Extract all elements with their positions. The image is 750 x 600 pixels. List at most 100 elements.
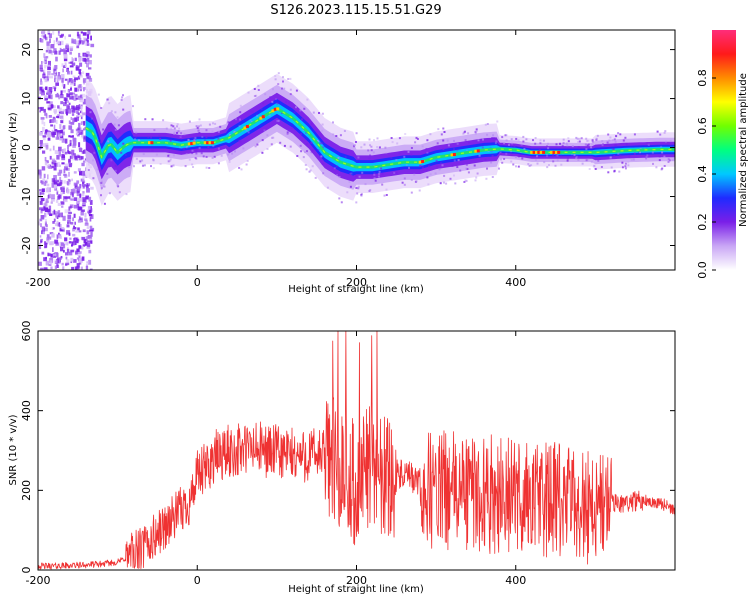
spectrogram-cell bbox=[152, 159, 155, 162]
spectrogram-cell bbox=[99, 169, 102, 172]
spectrogram-cell bbox=[172, 164, 175, 167]
spectrogram-cell bbox=[421, 166, 424, 169]
spectrogram-cell bbox=[185, 146, 188, 149]
spectrogram-cell bbox=[57, 76, 61, 81]
spectrogram-cell bbox=[64, 152, 68, 155]
spectrogram-cell bbox=[436, 142, 439, 145]
spectrogram-cell bbox=[64, 62, 67, 68]
spectrogram-cell bbox=[72, 75, 76, 78]
spectrogram-cell bbox=[80, 85, 83, 90]
spectrogram-cell bbox=[89, 217, 92, 222]
spectrogram-cell bbox=[82, 191, 85, 194]
spectrogram-cell bbox=[463, 181, 466, 183]
spectrogram-cell bbox=[80, 129, 84, 135]
spectrogram-cell bbox=[54, 259, 58, 264]
spectrogram-cell bbox=[266, 134, 269, 137]
colorbar-tick-label: 0.4 bbox=[696, 165, 709, 183]
spectrogram-cell bbox=[53, 227, 55, 230]
spectrogram-cell bbox=[376, 137, 379, 140]
spectrogram-cell bbox=[51, 165, 54, 169]
spectrogram-cell bbox=[426, 139, 429, 142]
spectrogram-peak bbox=[187, 142, 191, 146]
spectrogram-cell bbox=[68, 171, 70, 177]
spectrogram-cell bbox=[46, 234, 50, 238]
spectrogram-cell bbox=[55, 211, 58, 214]
spectrogram-cell bbox=[41, 230, 45, 235]
spectrogram-cell bbox=[135, 131, 138, 134]
spectrogram-cell bbox=[52, 145, 55, 151]
spectrogram-cell bbox=[45, 218, 47, 224]
spectrogram-cell bbox=[90, 117, 93, 120]
spectrogram-cell bbox=[78, 255, 81, 259]
spectrogram-cell bbox=[81, 134, 84, 139]
spectrogram-peak bbox=[450, 153, 454, 157]
spectrogram-cell bbox=[355, 201, 358, 204]
spectrogram-cell bbox=[167, 160, 170, 163]
spectrogram-cell bbox=[326, 186, 329, 189]
spectrogram-cell bbox=[70, 260, 73, 264]
spectrogram-cell bbox=[53, 160, 57, 163]
spectrogram-cell bbox=[199, 124, 202, 127]
spectrogram-cell bbox=[47, 132, 51, 137]
spectrogram-cell bbox=[369, 154, 371, 157]
spectrogram-cell bbox=[208, 123, 211, 126]
spectrogram-cell bbox=[75, 40, 78, 45]
spectrogram-cell bbox=[590, 160, 593, 163]
spectrogram-cell bbox=[55, 82, 59, 86]
spectrogram-cell bbox=[62, 190, 65, 194]
spectrogram-cell bbox=[376, 146, 379, 148]
spectrogram-cell bbox=[39, 218, 43, 222]
spectrogram-cell bbox=[62, 68, 64, 73]
spectrogram-cell bbox=[503, 158, 506, 160]
spectrogram-cell bbox=[78, 230, 82, 233]
spectrogram-cell bbox=[86, 261, 89, 264]
spectrogram-cell bbox=[185, 153, 188, 156]
spectrogram-cell bbox=[46, 64, 51, 67]
spectrogram-cell bbox=[179, 135, 182, 138]
spectrogram-cell bbox=[486, 167, 488, 170]
spectrogram-cell bbox=[87, 243, 91, 247]
spectrogram-cell bbox=[78, 197, 82, 202]
spectrogram-cell bbox=[373, 139, 375, 142]
spectrogram-cell bbox=[466, 168, 469, 170]
spectrogram-cell bbox=[504, 134, 507, 137]
spectrogram-cell bbox=[172, 154, 175, 157]
spectrogram-cell bbox=[82, 78, 87, 83]
spectrogram-cell bbox=[45, 129, 48, 133]
spectrogram-cell bbox=[70, 61, 73, 64]
spectrogram-cell bbox=[590, 146, 593, 149]
spectrogram-cell bbox=[378, 166, 381, 169]
spectrogram-cell bbox=[56, 262, 59, 266]
spectrogram-cell bbox=[486, 123, 489, 125]
spectrogram-cell bbox=[73, 79, 76, 83]
spectrogram-cell bbox=[446, 139, 449, 142]
spectrogram-cell bbox=[40, 69, 44, 73]
spectrogram-cell bbox=[63, 101, 67, 107]
spectrogram-cell bbox=[51, 73, 55, 76]
spectrogram-cell bbox=[282, 76, 284, 79]
spectrogram-cell bbox=[48, 94, 51, 99]
spectrogram-cell bbox=[320, 155, 323, 158]
spectrogram-cell bbox=[68, 158, 71, 163]
spectrogram-cell bbox=[61, 63, 64, 67]
spectrogram-cell bbox=[59, 176, 62, 181]
spectrogram-cell bbox=[39, 245, 42, 250]
spectrogram-cell bbox=[83, 150, 88, 154]
spectrogram-cell bbox=[560, 155, 562, 158]
spectrogram-cell bbox=[65, 44, 69, 49]
spectrogram-cell bbox=[73, 197, 78, 201]
spectrogram-cell bbox=[42, 30, 46, 35]
spectrogram-cell bbox=[536, 155, 539, 158]
spectrogram-cell bbox=[408, 166, 410, 169]
spectrogram-cell bbox=[396, 142, 399, 145]
spectrogram-cell bbox=[54, 239, 59, 244]
spectrogram-cell bbox=[416, 138, 419, 140]
colorbar-label: Normalized spectral amplitude bbox=[738, 73, 749, 227]
spectrogram-cell bbox=[43, 61, 46, 64]
spectrogram-cell bbox=[41, 61, 43, 65]
spectrogram-cell bbox=[407, 150, 410, 153]
spectrogram-cell bbox=[73, 153, 76, 158]
spectrogram-cell bbox=[76, 189, 80, 193]
spectrogram-cell bbox=[499, 151, 502, 154]
spectrogram-cell bbox=[337, 156, 340, 159]
